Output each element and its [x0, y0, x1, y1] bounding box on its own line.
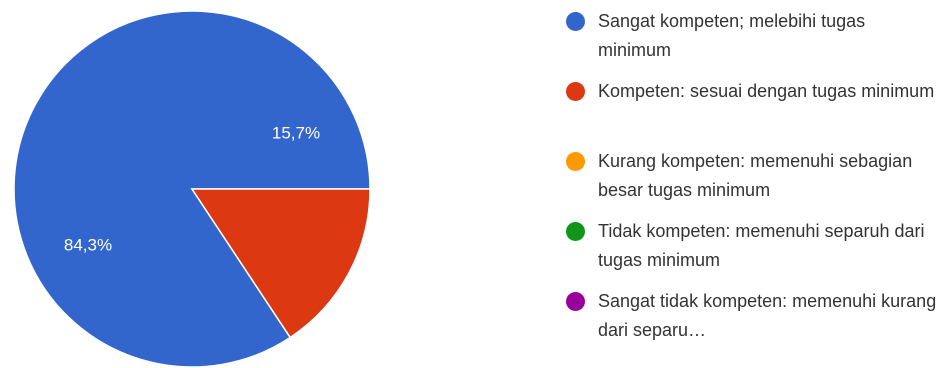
pie-slice-1[interactable]: [190, 188, 371, 339]
legend: Sangat kompeten; melebihi tugas minimum …: [556, 7, 940, 357]
legend-swatch-red-icon: [566, 82, 585, 101]
slice-value-label: 15,7%: [272, 123, 320, 142]
legend-item-tidak-kompeten[interactable]: Tidak kompeten: memenuhi separuh dari tu…: [556, 217, 940, 287]
legend-swatch-purple-icon: [566, 292, 585, 311]
legend-swatch-green-icon: [566, 222, 585, 241]
legend-swatch-blue-icon: [566, 12, 585, 31]
legend-label: Kurang kompeten: memenuhi sebagian besar…: [598, 151, 913, 200]
legend-label: Kompeten: sesuai dengan tugas minimum: [598, 81, 935, 101]
legend-label: Sangat kompeten; melebihi tugas minimum: [598, 11, 866, 60]
legend-item-kompeten[interactable]: Kompeten: sesuai dengan tugas minimum: [556, 77, 940, 147]
legend-item-kurang-kompeten[interactable]: Kurang kompeten: memenuhi sebagian besar…: [556, 147, 940, 217]
legend-label: Tidak kompeten: memenuhi separuh dari tu…: [598, 221, 925, 270]
legend-swatch-orange-icon: [566, 152, 585, 171]
legend-item-sangat-tidak-kompeten[interactable]: Sangat tidak kompeten: memenuhi kurang d…: [556, 287, 940, 357]
legend-item-sangat-kompeten[interactable]: Sangat kompeten; melebihi tugas minimum: [556, 7, 940, 77]
slice-value-label: 84,3%: [64, 235, 112, 254]
legend-label: Sangat tidak kompeten: memenuhi kurang d…: [598, 291, 937, 340]
